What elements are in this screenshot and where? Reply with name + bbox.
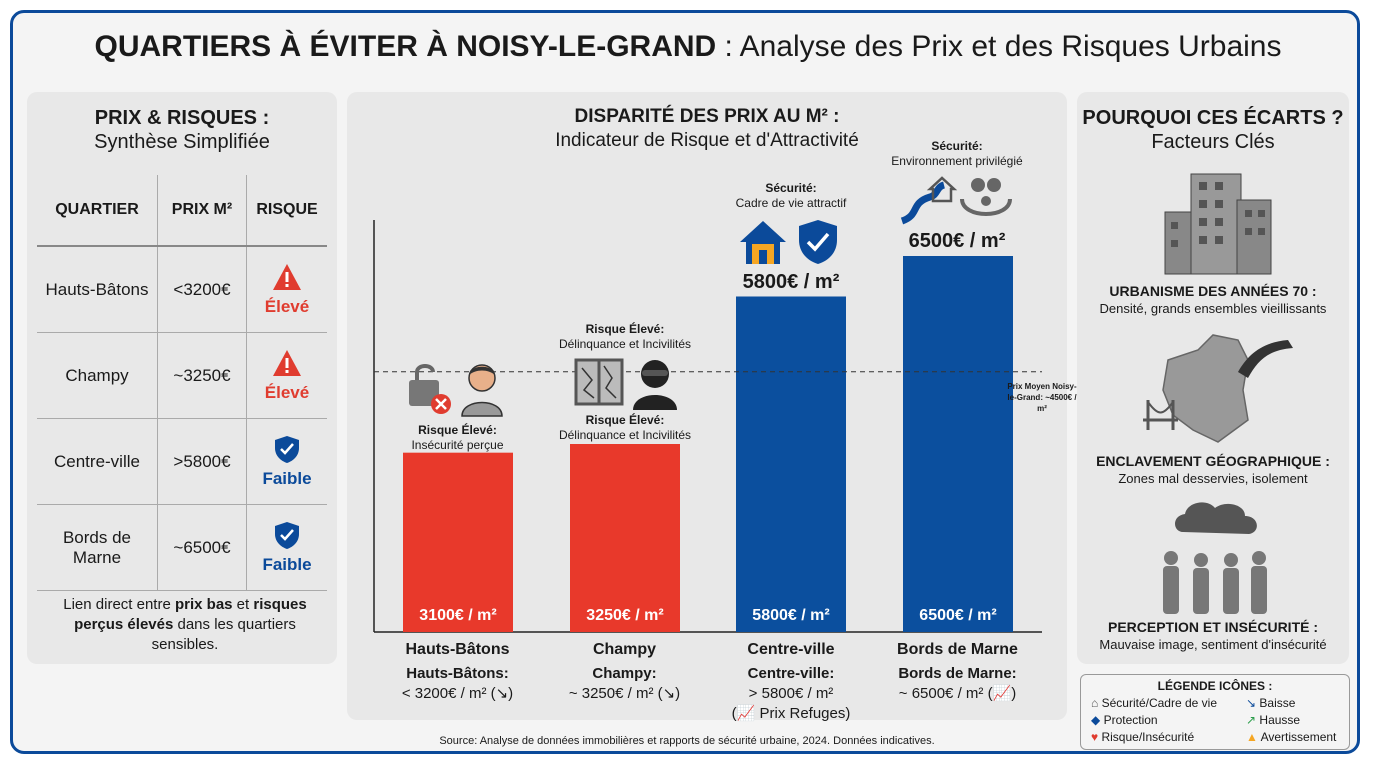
chart-title-line2: Indicateur de Risque et d'Attractivité xyxy=(555,130,859,151)
factor-perception: PERCEPTION ET INSÉCURITÉ : Mauvaise image… xyxy=(1099,619,1327,652)
centre-ville-value-label: 5800€ / m² xyxy=(742,271,840,293)
icon-legend: LÉGENDE ICÔNES : ⌂ Sécurité/Cadre de vie… xyxy=(1080,674,1350,750)
broken-lock-icon xyxy=(409,364,451,414)
table-row: Bords de Marne ~6500€ Faible xyxy=(37,504,327,591)
trend-up-icon: ↗ xyxy=(1246,713,1257,727)
annotation-hauts-batons: Risque Élevé: Insécurité perçue xyxy=(411,423,504,452)
summary-title: PRIX & RISQUES : xyxy=(94,107,270,129)
family-protection-icon xyxy=(960,178,1012,216)
row-risk-cell: Faible xyxy=(246,418,327,505)
row-name: Bords de Marne xyxy=(37,504,158,591)
house-icon xyxy=(740,221,786,264)
table-row: Champy ~3250€ Élevé xyxy=(37,332,327,419)
bar xyxy=(403,452,513,632)
chart-title: DISPARITÉ DES PRIX AU M² : Indicateur de… xyxy=(347,105,1067,153)
bar xyxy=(903,256,1013,632)
legend-title: LÉGENDE ICÔNES : xyxy=(1157,679,1273,693)
col-header-risque: RISQUE xyxy=(246,175,327,247)
page-title: QUARTIERS À ÉVITER À NOISY-LE-GRAND : An… xyxy=(94,30,1282,63)
col-header-prix: PRIX M² xyxy=(157,175,247,247)
map-enclave-icon xyxy=(1143,334,1293,443)
worried-person-icon xyxy=(461,364,503,417)
legend-item: ◆ Protection xyxy=(1091,713,1158,727)
annotation-champy-top: Risque Élevé: Délinquance et Incivilités xyxy=(558,322,692,351)
table-row: Hauts-Bâtons <3200€ Élevé xyxy=(37,246,327,333)
row-name: Hauts-Bâtons xyxy=(37,246,158,333)
row-risk-cell: Faible xyxy=(246,504,327,591)
category-label-bords-de-marne: Bords de Marne Bords de Marne: ~ 6500€ /… xyxy=(897,641,1018,702)
category-label-champy: Champy Champy: ~ 3250€ / m² (↘) xyxy=(568,641,681,702)
river-house-icon xyxy=(900,176,958,225)
factors-title: POURQUOI CES ÉCARTS ? xyxy=(1082,107,1344,129)
summary-subtitle: Synthèse Simplifiée xyxy=(94,131,270,153)
annotation-centre-ville: Sécurité: Cadre de vie attractif xyxy=(735,181,847,210)
col-header-quartier: QUARTIER xyxy=(37,175,158,247)
summary-note: Lien direct entre prix bas et risques pe… xyxy=(63,596,307,653)
factors-subtitle: Facteurs Clés xyxy=(1151,131,1275,153)
warning-icon: ▲ xyxy=(1246,730,1258,744)
risk-label: Faible xyxy=(262,469,312,488)
bar-value-label: 5800€ / m² xyxy=(752,607,829,624)
row-risk-cell: Élevé xyxy=(246,246,327,333)
risk-label: Élevé xyxy=(264,383,310,402)
trend-down-icon: ↘ xyxy=(1246,696,1257,710)
bar-value-label: 3100€ / m² xyxy=(419,607,496,624)
broken-window-icon xyxy=(574,358,624,406)
worried-crowd-icon xyxy=(1163,502,1267,614)
table-row: Centre-ville >5800€ Faible xyxy=(37,418,327,505)
bar-value-label: 6500€ / m² xyxy=(919,607,996,624)
summary-table: QUARTIER PRIX M² RISQUE Hauts-Bâtons <32… xyxy=(37,175,327,591)
legend-item: ♥ Risque/Insécurité xyxy=(1091,730,1195,744)
factor-urbanisme: URBANISME DES ANNÉES 70 : Densité, grands… xyxy=(1099,283,1327,316)
row-risk-cell: Élevé xyxy=(246,332,327,419)
broken-heart-icon: ♥ xyxy=(1091,730,1099,744)
burglar-icon xyxy=(633,360,677,410)
summary-heading: PRIX & RISQUES : Synthèse Simplifiée xyxy=(27,106,337,154)
bar xyxy=(570,444,680,632)
row-price: ~6500€ xyxy=(157,504,247,591)
chart-title-line1: DISPARITÉ DES PRIX AU M² : xyxy=(574,106,840,127)
bar xyxy=(736,296,846,632)
house-icon: ⌂ xyxy=(1091,696,1099,710)
row-name: Champy xyxy=(37,332,158,419)
row-price: <3200€ xyxy=(157,246,247,333)
legend-item: ↘ Baisse xyxy=(1246,696,1296,710)
shield-icon: ◆ xyxy=(1091,713,1101,727)
factor-enclavement: ENCLAVEMENT GÉOGRAPHIQUE : Zones mal dess… xyxy=(1096,453,1330,486)
buildings-icon xyxy=(1164,173,1272,275)
row-name: Centre-ville xyxy=(37,418,158,505)
row-price: ~3250€ xyxy=(157,332,247,419)
shield-icon xyxy=(799,220,837,264)
category-label-centre-ville: Centre-ville Centre-ville: > 5800€ / m² … xyxy=(731,641,851,722)
legend-item: ▲ Avertissement xyxy=(1246,730,1337,744)
bar-value-label: 3250€ / m² xyxy=(586,607,663,624)
risk-label: Élevé xyxy=(264,297,310,316)
bords-de-marne-value-label: 6500€ / m² xyxy=(908,230,1006,252)
legend-item: ↗ Hausse xyxy=(1246,713,1301,727)
table-header-row: QUARTIER PRIX M² RISQUE xyxy=(37,175,327,247)
reference-line-label: Prix Moyen Noisy-le-Grand: ~4500€ / m² xyxy=(1007,382,1077,413)
risk-label: Faible xyxy=(262,555,312,574)
shield-icon xyxy=(275,436,299,463)
annotation-champy-bottom: Risque Élevé: Délinquance et Incivilités xyxy=(558,413,692,442)
annotation-bords-de-marne: Sécurité: Environnement privilégié xyxy=(891,139,1023,168)
category-label-hauts-batons: Hauts-Bâtons Hauts-Bâtons: < 3200€ / m² … xyxy=(401,641,514,702)
warning-icon xyxy=(273,350,301,376)
source-note: Source: Analyse de données immobilières … xyxy=(439,735,935,747)
shield-icon xyxy=(275,522,299,549)
legend-item: ⌂ Sécurité/Cadre de vie xyxy=(1091,696,1217,710)
row-price: >5800€ xyxy=(157,418,247,505)
warning-icon xyxy=(273,264,301,290)
factors-heading: POURQUOI CES ÉCARTS ? Facteurs Clés xyxy=(1077,106,1349,154)
